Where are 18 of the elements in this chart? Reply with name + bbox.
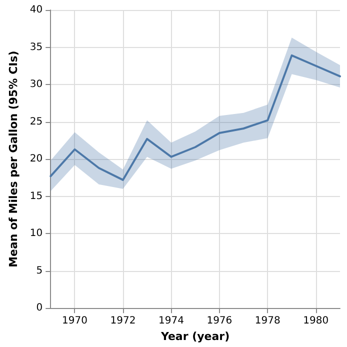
y-tick-label: 10: [30, 228, 43, 240]
y-tick-label: 5: [36, 265, 43, 276]
x-tick-label: 1974: [158, 316, 184, 327]
line-series: [50, 54, 341, 181]
x-tick-label: 1976: [206, 316, 232, 327]
y-tick-label: 20: [30, 154, 43, 165]
x-tick-label: 1970: [62, 316, 88, 327]
x-tick-label: 1978: [254, 316, 280, 327]
y-tick-label: 0: [36, 302, 43, 314]
x-axis-title: Year (year): [160, 330, 230, 343]
y-axis-title: Mean of Miles per Gallon (95% CIs): [7, 50, 20, 268]
y-tick-label: 15: [30, 190, 43, 202]
y-tick-label: 40: [30, 4, 43, 16]
y-tick-label: 30: [30, 79, 43, 90]
x-tick-label: 1980: [303, 316, 329, 327]
y-tick-label: 25: [30, 116, 43, 128]
y-tick-label: 35: [30, 42, 43, 53]
x-tick-label: 1972: [110, 316, 136, 327]
